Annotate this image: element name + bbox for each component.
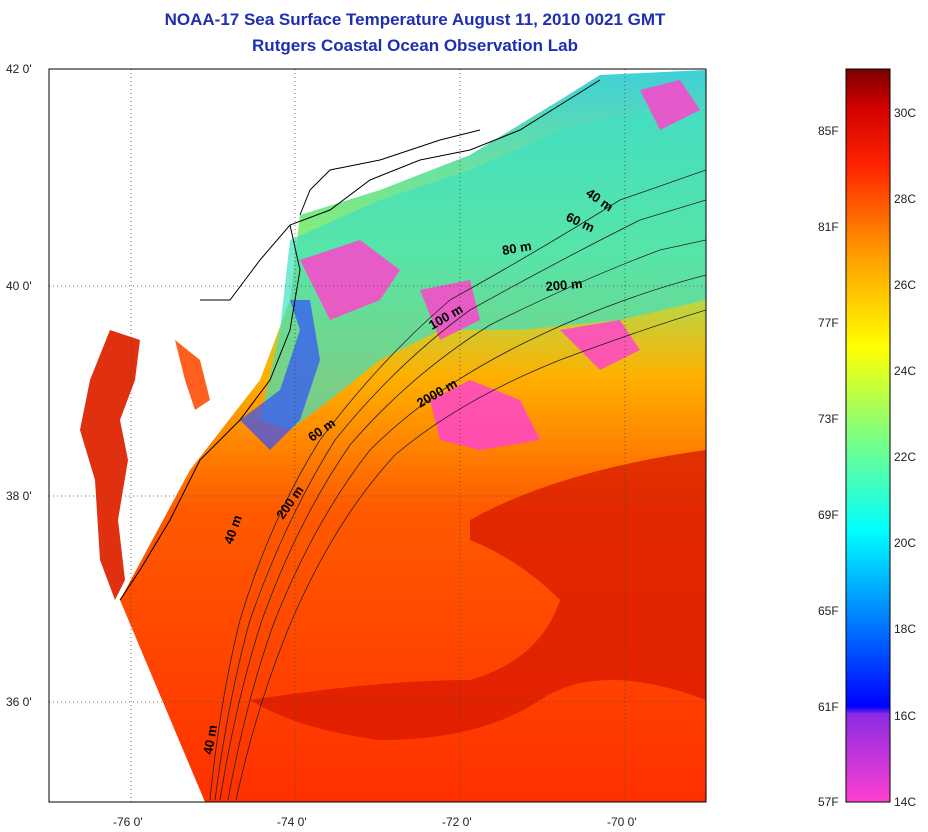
colorbar-f-label: 85F [818,124,839,138]
nearshore-cold [240,300,320,450]
lat-label: 36 0' [6,695,32,709]
chesapeake-bay [80,330,140,600]
lat-label: 38 0' [6,489,32,503]
colorbar-c-label: 16C [894,709,917,723]
colorbar-f-label: 73F [818,412,839,426]
lon-label: -74 0' [277,815,307,829]
colorbar-c-label: 18C [894,622,917,636]
colorbar-f-label: 65F [818,604,839,618]
lat-label: 40 0' [6,279,32,293]
colorbar-f-label: 57F [818,795,839,809]
map-subtitle: Rutgers Coastal Ocean Observation Lab [252,36,578,55]
delaware-bay [175,340,210,410]
shelf-water [260,110,706,430]
colorbar-f-label: 77F [818,316,839,330]
lon-label: -76 0' [113,815,143,829]
colorbar-c-label: 14C [894,795,917,809]
lon-label: -70 0' [607,815,637,829]
map-frame [48,68,707,803]
colorbar-c-label: 20C [894,536,917,550]
map-title: NOAA-17 Sea Surface Temperature August 1… [164,10,666,29]
contour-label: 200 m [545,276,583,294]
graticule [49,69,706,802]
colorbar-c-label: 30C [894,106,917,120]
colorbar [845,68,891,803]
lon-label: -72 0' [442,815,472,829]
colorbar-c-label: 24C [894,364,917,378]
cloud-patches [300,80,700,450]
coastline [119,79,601,601]
colorbar-f-label: 69F [818,508,839,522]
contour-label: 40 m [200,724,220,756]
colorbar-f-label: 61F [818,700,839,714]
colorbar-f-label: 81F [818,220,839,234]
warm-eddy [250,450,706,740]
bathymetry-contours [209,169,706,801]
colorbar-c-label: 26C [894,278,917,292]
colorbar-c-label: 22C [894,450,917,464]
lat-label: 42 0' [6,62,32,76]
colorbar-c-label: 28C [894,192,917,206]
contour-label: 80 m [501,238,533,258]
